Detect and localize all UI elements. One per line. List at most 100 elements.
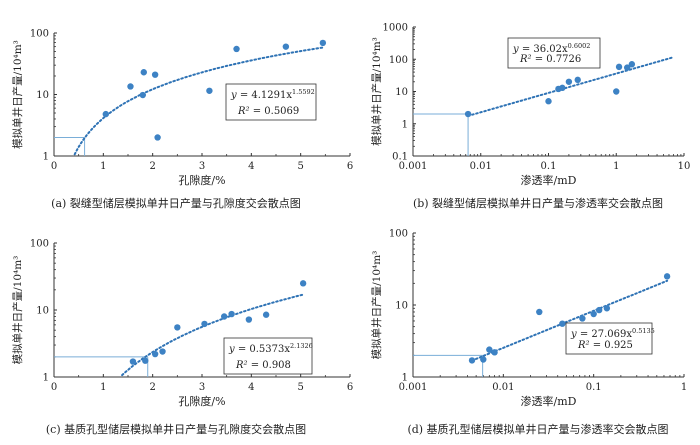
y-axis-title: 模拟单井日产量/10⁴m³ [11, 256, 24, 365]
y-axis-title: 模拟单井日产量/10⁴m³ [370, 37, 383, 146]
data-point [151, 350, 159, 358]
x-tick-label: 3 [199, 161, 205, 172]
data-point [233, 45, 240, 53]
panel-caption: (c) 基质孔型储层模拟单井日产量与孔隙度交会散点图 [46, 422, 306, 436]
data-point [615, 63, 623, 71]
data-point [464, 110, 472, 118]
x-axis-title: 渗透率/mD [521, 394, 577, 408]
data-point [154, 134, 161, 141]
x-tick-label: 2 [149, 161, 155, 172]
equation-exponent: 2.1326 [290, 342, 313, 350]
x-tick-label: 6 [347, 382, 353, 393]
panel-b: 0.001 0.01 0.1 1 10 0.1 1 10 100 1000 y = 36.02x0.… [370, 23, 690, 211]
data-point [545, 98, 552, 105]
data-point [486, 346, 493, 353]
data-point [102, 110, 110, 118]
equation-exponent: 0.5135 [632, 327, 655, 335]
x-tick-label: 4 [248, 382, 254, 393]
r-squared-value: = 0.7726 [532, 54, 582, 65]
data-point [628, 61, 636, 68]
data-point [623, 64, 631, 71]
r-squared-symbol: R² [237, 106, 250, 117]
equation-box [225, 83, 317, 121]
data-point [574, 76, 581, 84]
data-point [468, 357, 476, 364]
x-tick-label: 5 [297, 382, 303, 393]
r-squared: R² = 0.925 [577, 340, 633, 351]
data-point [579, 315, 586, 322]
data-point [129, 358, 137, 365]
trend-line [121, 293, 305, 377]
x-axis-title: 渗透率/mD [521, 173, 577, 187]
data-point [206, 87, 213, 94]
equation-y-symbol: y [230, 90, 237, 101]
x-tick-label: 0 [51, 161, 57, 172]
data-point [159, 348, 166, 355]
data-point [142, 357, 149, 364]
x-tick-label: 6 [347, 161, 353, 172]
x-tick-label: 3 [199, 382, 205, 393]
data-point [595, 306, 603, 314]
y-tick-label: 1 [402, 119, 408, 130]
data-point [590, 310, 597, 318]
trend-line [467, 56, 675, 117]
x-tick-label: 0.01 [492, 382, 514, 393]
data-point [299, 280, 307, 287]
data-point [282, 43, 290, 50]
data-point [245, 316, 253, 323]
trend-line [471, 279, 669, 362]
equation-box [223, 337, 313, 375]
equation-box [507, 37, 601, 69]
fit-equation: y = 4.1291x1.5592 [230, 88, 315, 101]
x-tick-label: 4 [248, 161, 254, 172]
data-point [201, 320, 208, 328]
data-point [140, 69, 147, 76]
y-tick-label: 1000 [383, 23, 408, 34]
data-point [151, 71, 159, 78]
equation-body: = 27.069x [577, 329, 633, 340]
data-point [491, 349, 498, 356]
equation-body: = 36.02x [519, 44, 568, 55]
y-tick-label: 100 [30, 239, 49, 250]
y-tick-label: 100 [389, 55, 408, 66]
y-tick-label: 10 [36, 90, 49, 101]
x-tick-label: 0.1 [541, 161, 557, 172]
x-tick-label: 0.001 [399, 382, 428, 393]
r-squared-symbol: R² [235, 360, 248, 371]
equation-box [565, 322, 653, 355]
data-point [536, 308, 543, 316]
fit-equation: y = 27.069x0.5135 [570, 327, 655, 340]
equation-y-symbol: y [570, 329, 577, 340]
data-point [565, 78, 573, 85]
x-tick-label: 0 [51, 382, 57, 393]
data-point [559, 84, 566, 92]
x-tick-label: 5 [297, 161, 303, 172]
y-tick-label: 1 [43, 152, 49, 163]
equation-y-symbol: y [512, 44, 519, 55]
x-tick-label: 10 [678, 161, 691, 172]
r-squared-symbol: R² [519, 54, 532, 65]
y-axis-title: 模拟单井日产量/10⁴m³ [370, 251, 383, 360]
data-point [262, 311, 270, 318]
panel-caption: (b) 裂缝型储层模拟单井日产量与渗透率交会散点图 [413, 196, 663, 210]
data-point [127, 83, 134, 90]
x-tick-label: 1 [100, 161, 106, 172]
x-axis-title: 孔隙度/% [178, 173, 225, 187]
r-squared-value: = 0.5069 [250, 106, 300, 117]
r-squared: R² = 0.908 [235, 360, 291, 371]
data-point [559, 320, 566, 327]
data-point [603, 305, 611, 312]
y-tick-label: 1 [43, 373, 49, 384]
y-tick-label: 10 [395, 87, 408, 98]
data-point [139, 91, 146, 99]
y-tick-label: 100 [389, 229, 408, 240]
r-squared-value: = 0.908 [248, 360, 291, 371]
r-squared: R² = 0.7726 [519, 54, 581, 65]
equation-exponent: 0.6002 [568, 42, 591, 50]
y-tick-label: 10 [395, 301, 408, 312]
data-point [663, 273, 671, 280]
y-tick-label: 100 [30, 29, 49, 40]
